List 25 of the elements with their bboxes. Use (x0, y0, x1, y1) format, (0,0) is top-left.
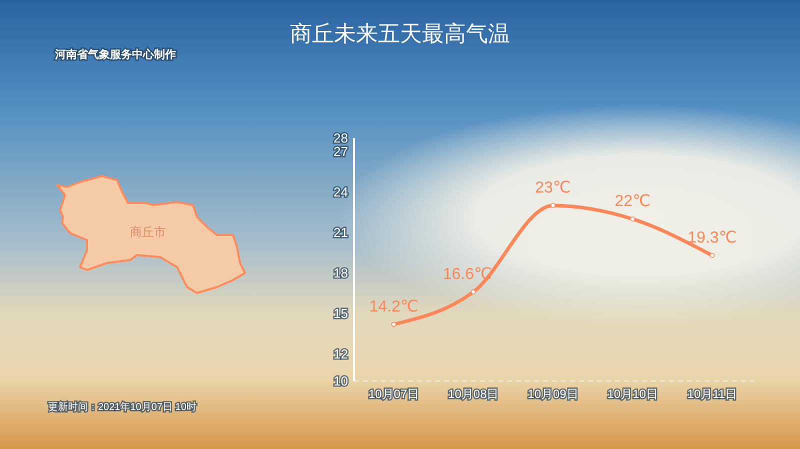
y-tick-label: 27 (334, 144, 348, 159)
x-tick-label: 10月09日 (528, 387, 578, 401)
point (391, 322, 396, 327)
data-label: 19.3℃ (688, 229, 737, 246)
chart-title: 商丘未来五天最高气温 (290, 21, 510, 46)
x-tick-label: 10月11日 (687, 387, 738, 401)
y-tick-label: 18 (334, 266, 348, 280)
point (710, 252, 715, 258)
point (470, 289, 476, 294)
text: 更新时间：2021年10月07日 10时 (48, 401, 196, 413)
data-label: 14.2℃ (369, 298, 418, 316)
y-tick-label: 10 (334, 374, 348, 388)
y-tick-label: 21 (334, 225, 348, 240)
y-tick-label: 28 (334, 130, 348, 146)
data-label: 22℃ (614, 193, 650, 210)
x-tick-label: 10月07日 (368, 387, 420, 401)
text: 河南省气象服务中心制作 (54, 48, 176, 61)
y-tick-label: 15 (334, 306, 348, 321)
y-tick-label: 12 (334, 346, 348, 362)
point (630, 216, 636, 222)
y-tick-label: 24 (334, 184, 348, 200)
text: 商丘市 (130, 225, 166, 239)
x-tick-label: 10月10日 (607, 387, 658, 401)
data-label: 23℃ (535, 180, 571, 196)
x-tick-label: 10月08日 (448, 387, 499, 401)
